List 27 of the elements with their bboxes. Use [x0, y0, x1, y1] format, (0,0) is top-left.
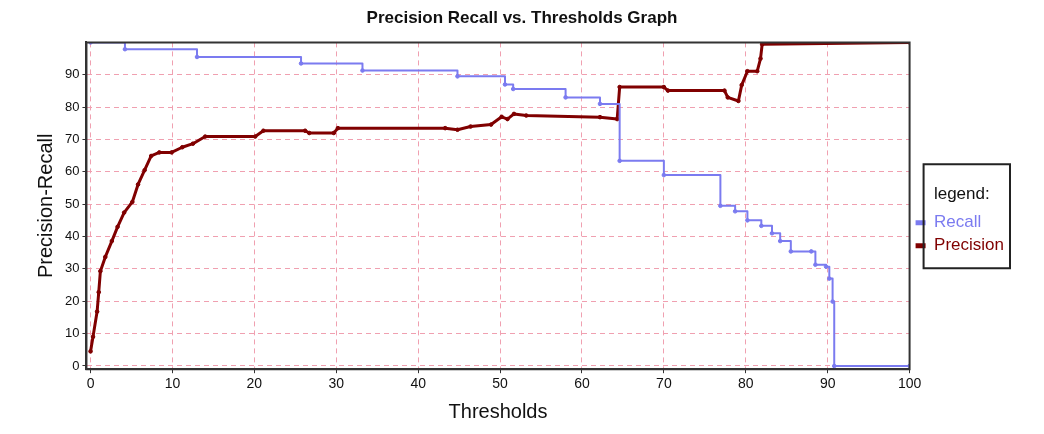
x-tick-label: 20	[246, 375, 263, 392]
y-tick-label: 50	[64, 195, 80, 211]
x-tick-label: 100	[897, 375, 922, 392]
y-tick-label: 80	[64, 98, 80, 114]
y-tick-label: 40	[64, 228, 80, 244]
x-tick-label: 80	[737, 375, 754, 392]
y-tick-label: 20	[64, 292, 80, 308]
y-tick-label: 90	[64, 66, 80, 82]
legend-label: Recall	[934, 212, 982, 232]
x-tick-label: 60	[574, 375, 590, 392]
x-tick-label: 30	[328, 375, 345, 392]
y-tick-label: 30	[64, 260, 80, 276]
x-tick-label: 10	[164, 375, 181, 392]
y-tick-label: 0	[72, 357, 80, 373]
legend-title: legend:	[933, 183, 990, 203]
x-tick-label: 0	[86, 375, 95, 392]
y-tick-label: 60	[64, 163, 80, 179]
y-tick-label: 10	[64, 325, 80, 341]
x-axis-title: Thresholds	[448, 399, 548, 422]
x-tick-label: 40	[410, 375, 427, 392]
chart-title: Precision Recall vs. Thresholds Graph	[366, 7, 678, 27]
legend-label: Precision	[934, 235, 1004, 255]
x-tick-label: 70	[656, 375, 672, 392]
y-axis-title: Precision-Recall	[33, 133, 56, 279]
x-tick-label: 50	[492, 375, 509, 392]
y-tick-label: 70	[64, 131, 80, 147]
x-tick-label: 90	[819, 375, 836, 392]
